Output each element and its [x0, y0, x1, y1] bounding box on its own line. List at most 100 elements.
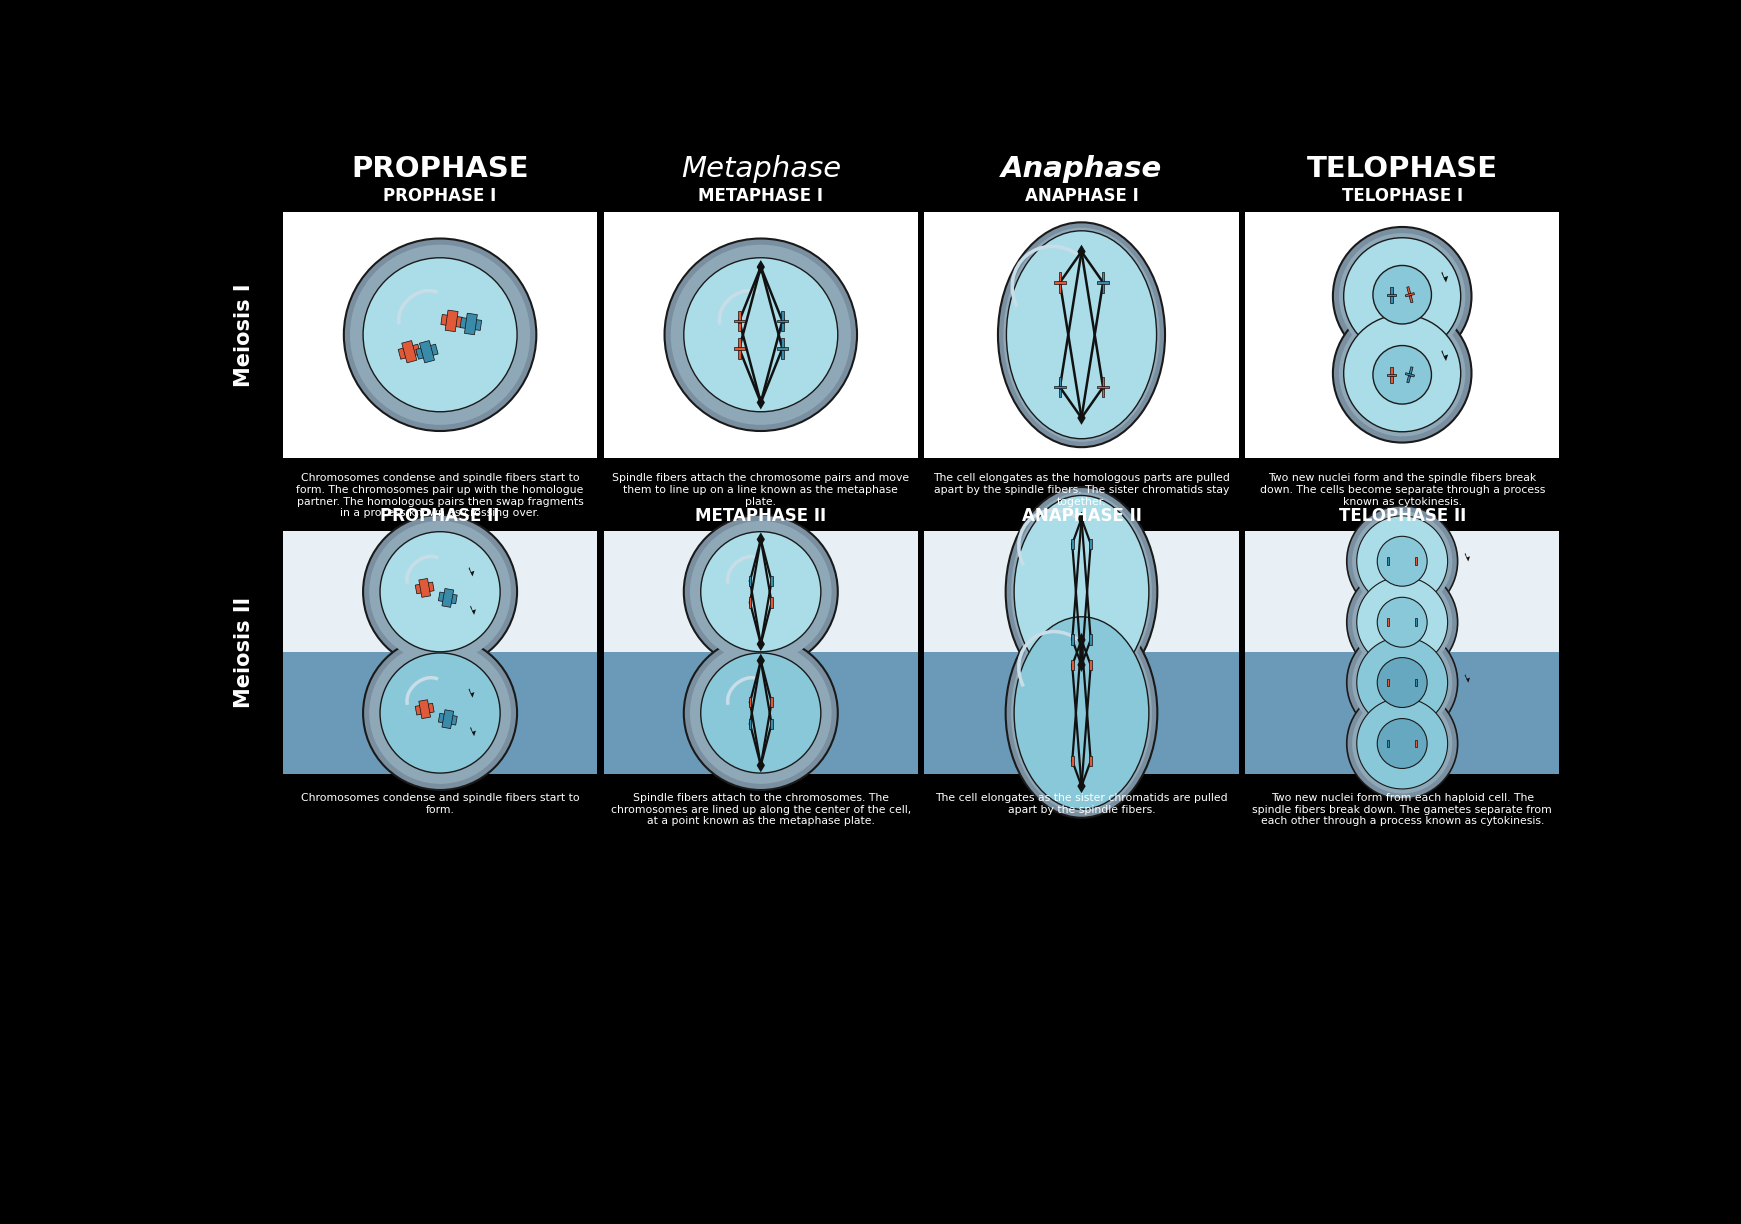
Polygon shape [442, 589, 454, 607]
Circle shape [1348, 627, 1457, 738]
Polygon shape [757, 395, 764, 410]
Polygon shape [1102, 272, 1104, 284]
Polygon shape [420, 579, 430, 597]
Polygon shape [1071, 539, 1074, 550]
Polygon shape [460, 317, 482, 330]
Polygon shape [1097, 282, 1109, 284]
Polygon shape [420, 340, 435, 362]
Polygon shape [1391, 294, 1393, 302]
Polygon shape [1078, 659, 1086, 672]
Circle shape [1339, 233, 1466, 360]
Polygon shape [1466, 678, 1469, 683]
Polygon shape [738, 338, 740, 350]
Bar [282, 652, 597, 774]
Polygon shape [470, 727, 474, 736]
Polygon shape [416, 344, 439, 359]
Polygon shape [1415, 557, 1417, 565]
Polygon shape [442, 710, 454, 728]
Polygon shape [470, 692, 474, 698]
Polygon shape [416, 704, 434, 715]
Polygon shape [1059, 377, 1062, 389]
Circle shape [1377, 536, 1428, 586]
Polygon shape [1078, 633, 1086, 646]
Ellipse shape [1012, 492, 1153, 692]
Text: Meiosis II: Meiosis II [233, 597, 254, 707]
Circle shape [343, 239, 536, 431]
Polygon shape [757, 759, 764, 772]
Polygon shape [749, 597, 752, 607]
Circle shape [1377, 718, 1428, 769]
Polygon shape [749, 718, 752, 728]
Polygon shape [1078, 411, 1086, 425]
Circle shape [380, 531, 500, 652]
Polygon shape [1415, 618, 1417, 625]
Text: METAPHASE I: METAPHASE I [698, 187, 823, 206]
Bar [1245, 531, 1560, 652]
Polygon shape [1388, 557, 1389, 565]
Text: PROPHASE I: PROPHASE I [383, 187, 496, 206]
Polygon shape [1055, 282, 1065, 284]
Polygon shape [1415, 679, 1417, 687]
Text: PROPHASE: PROPHASE [352, 155, 529, 184]
Polygon shape [1405, 372, 1414, 377]
Circle shape [684, 515, 837, 668]
Polygon shape [1071, 634, 1074, 645]
Polygon shape [1071, 660, 1074, 671]
Circle shape [1377, 657, 1428, 707]
Ellipse shape [1006, 231, 1156, 438]
Bar [282, 531, 597, 652]
Text: Spindle fibers attach to the chromosomes. The
chromosomes are lined up along the: Spindle fibers attach to the chromosomes… [611, 793, 911, 826]
Polygon shape [776, 319, 789, 322]
Text: TELOPHASE: TELOPHASE [1307, 155, 1497, 184]
Circle shape [670, 245, 851, 425]
Circle shape [1334, 226, 1471, 366]
Circle shape [1356, 698, 1447, 789]
Ellipse shape [1013, 496, 1149, 688]
Polygon shape [1078, 245, 1086, 258]
Text: TELOPHASE II: TELOPHASE II [1339, 507, 1466, 525]
Bar [924, 212, 1240, 458]
Bar [604, 531, 918, 652]
Ellipse shape [998, 223, 1165, 447]
Polygon shape [1055, 386, 1065, 388]
Polygon shape [1090, 634, 1092, 645]
Circle shape [689, 521, 832, 662]
Text: ANAPHASE I: ANAPHASE I [1025, 187, 1139, 206]
Polygon shape [1090, 660, 1092, 671]
Text: Anaphase: Anaphase [1001, 155, 1161, 184]
Polygon shape [1466, 557, 1469, 562]
Polygon shape [1102, 386, 1104, 398]
Polygon shape [1059, 280, 1062, 293]
Polygon shape [770, 575, 773, 586]
Ellipse shape [1006, 487, 1158, 696]
Polygon shape [1442, 350, 1447, 361]
Circle shape [350, 245, 531, 425]
Ellipse shape [1006, 608, 1158, 818]
Circle shape [1348, 567, 1457, 678]
Polygon shape [782, 311, 783, 322]
Polygon shape [757, 654, 764, 667]
Bar [282, 212, 597, 458]
Polygon shape [1408, 294, 1414, 302]
Bar [924, 531, 1240, 652]
Ellipse shape [1003, 228, 1160, 442]
Circle shape [1353, 694, 1452, 793]
Bar [1245, 212, 1560, 458]
Text: METAPHASE II: METAPHASE II [695, 507, 827, 525]
Circle shape [700, 531, 820, 652]
Circle shape [1374, 345, 1431, 404]
Circle shape [1353, 572, 1452, 672]
Text: Chromosomes condense and spindle fibers start to
form.: Chromosomes condense and spindle fibers … [301, 793, 580, 814]
Polygon shape [1415, 739, 1417, 748]
Polygon shape [782, 319, 783, 332]
Polygon shape [1059, 272, 1062, 284]
Polygon shape [446, 310, 458, 332]
Polygon shape [1443, 355, 1449, 361]
Polygon shape [465, 313, 477, 334]
Circle shape [1353, 512, 1452, 611]
Circle shape [1356, 638, 1447, 728]
Polygon shape [1388, 294, 1396, 296]
Polygon shape [416, 583, 434, 594]
Polygon shape [1442, 272, 1447, 283]
Ellipse shape [1012, 613, 1153, 813]
